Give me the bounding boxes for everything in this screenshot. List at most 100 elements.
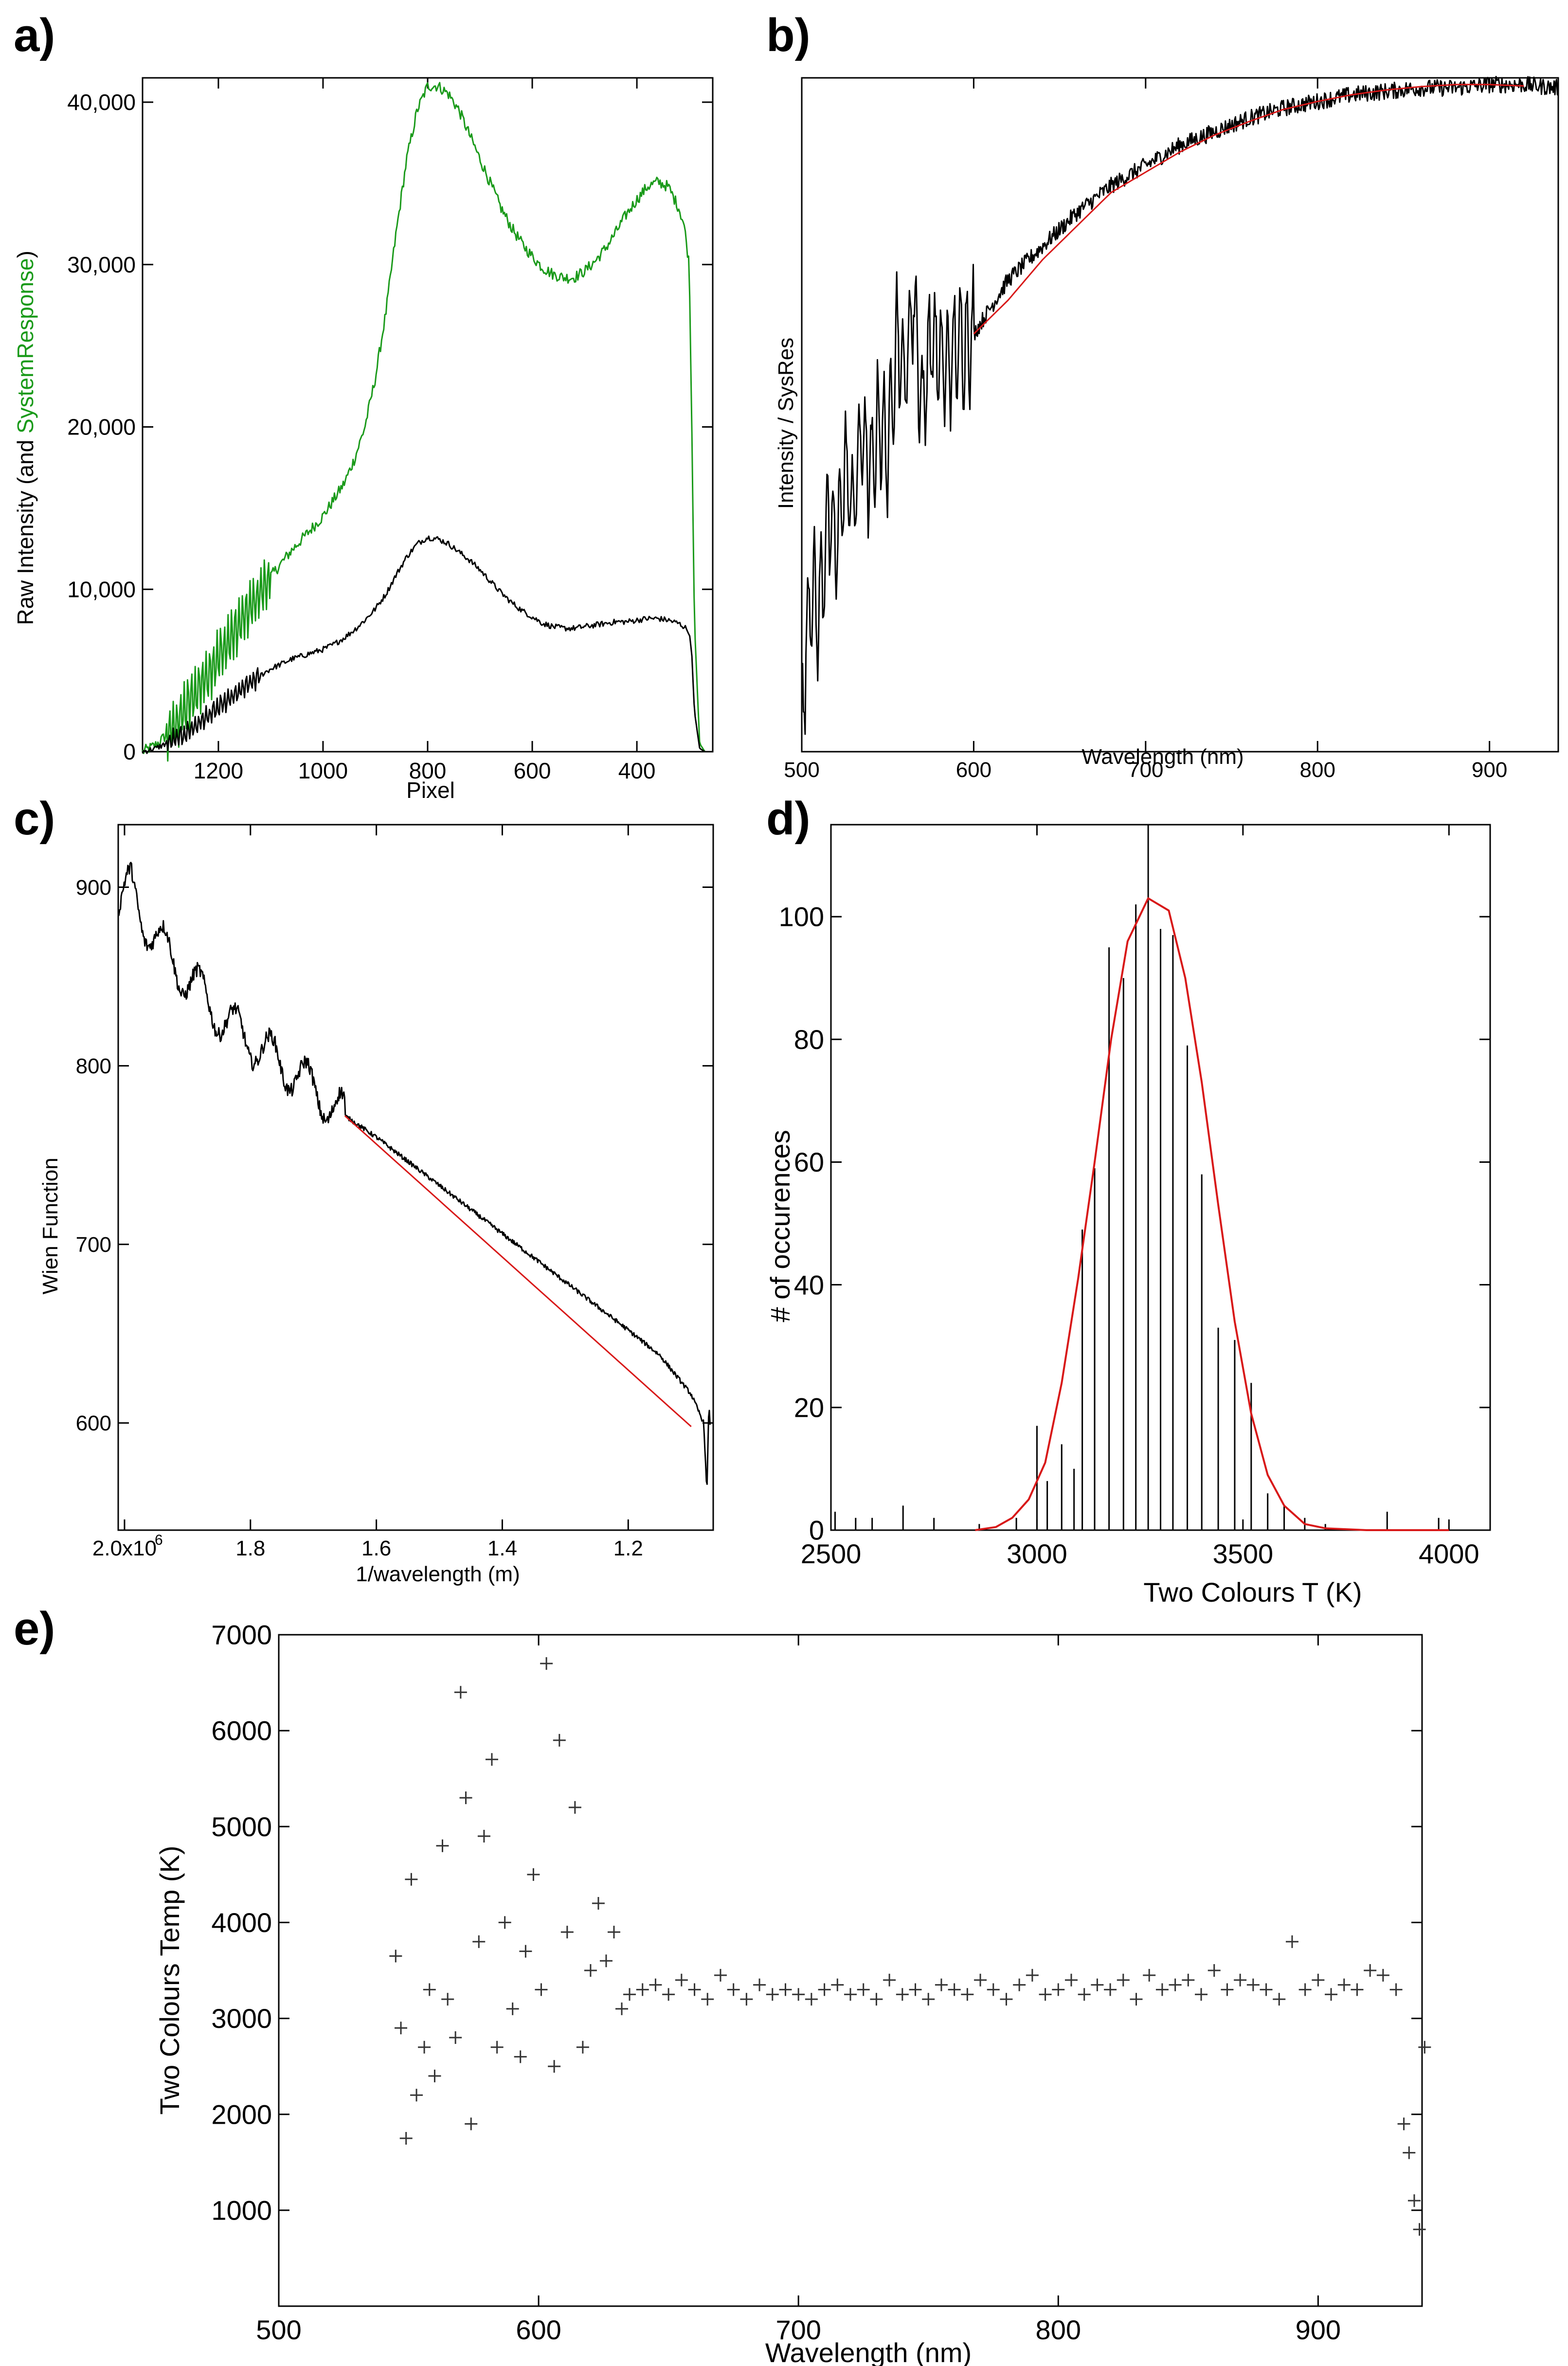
panel-e-scatter-point [805, 1993, 818, 2006]
panel-e-scatter-point [1364, 1964, 1377, 1977]
panel-b-fit-line [973, 84, 1524, 335]
panel-e-scatter-point [1064, 1973, 1078, 1987]
panel-d-x-tick-label: 2500 [801, 1538, 862, 1569]
panel-b-frame [801, 77, 1559, 753]
panel-d-x-tick-label: 3000 [1007, 1538, 1067, 1569]
panel-c-x-tick-label: 1.2 [613, 1536, 643, 1560]
panel-a-y-label-part1: Raw Intensity (and [13, 433, 38, 625]
panel-e-scatter-point [1169, 1978, 1182, 1991]
panel-c-y-tick-label: 800 [76, 1054, 111, 1078]
panel-d-y-tick-label: 80 [794, 1024, 824, 1055]
panel-e-scatter-point [560, 1926, 574, 1939]
panel-a-raw-intensity-line [142, 535, 713, 754]
panel-c-x-label: 1/wavelength (m) [356, 1562, 520, 1586]
panel-b-x-tick-label: 600 [956, 758, 991, 782]
panel-e-scatter-point [1397, 2117, 1410, 2131]
panel-e-scatter-point [405, 1873, 418, 1886]
panel-e-x-tick-label: 800 [1036, 2314, 1081, 2345]
panel-e-y-tick-label: 2000 [211, 2099, 272, 2130]
panel-e-scatter-point [961, 1988, 974, 2001]
panel-e-scatter-point [454, 1686, 467, 1699]
panel-e-scatter-point [410, 2089, 423, 2102]
panel-e-y-tick-label: 6000 [211, 1716, 272, 1746]
panel-b-x-tick-label: 700 [1128, 758, 1163, 782]
panel-a-y-tick-label: 20,000 [67, 415, 136, 440]
panel-d-x-label: Two Colours T (K) [1143, 1577, 1362, 1607]
panel-e-scatter-point [423, 1983, 436, 1996]
panel-e-scatter-point [540, 1657, 553, 1670]
panel-d-y-tick-label: 100 [779, 902, 824, 932]
panel-e-scatter-point [1130, 1993, 1143, 2006]
panel-e-scatter-point [636, 1983, 649, 1996]
panel-e-scatter-point [1182, 1973, 1195, 1987]
panel-e-scatter-point [1407, 2194, 1421, 2207]
panel-e-scatter-point [399, 2132, 413, 2145]
panel-e-scatter-point [870, 1993, 883, 2006]
panel-e-scatter-point [568, 1801, 581, 1814]
panel-e-scatter-point [1143, 1969, 1156, 1982]
panel-d-x-tick-label: 4000 [1419, 1538, 1479, 1569]
panel-b-x-tick-label: 800 [1300, 758, 1335, 782]
panel-a-x-tick-label: 400 [618, 758, 656, 783]
panel-e-scatter-point [753, 1978, 766, 1991]
panel-e-x-tick-label: 500 [256, 2314, 301, 2345]
panel-e-scatter-point [1039, 1988, 1052, 2001]
panel-e-scatter-point [974, 1973, 987, 1987]
panel-a-y-tick-label: 0 [123, 739, 136, 764]
panel-a-x-tick-label: 800 [409, 758, 447, 783]
panel-c-y-tick-label: 700 [76, 1233, 111, 1257]
panel-e-scatter-point [883, 1973, 896, 1987]
panel-a-x-tick-label: 600 [514, 758, 551, 783]
panel-e-scatter-point [727, 1983, 740, 1996]
panel-e-scatter-point [675, 1973, 688, 1987]
panel-e-scatter-point [418, 2041, 431, 2054]
panel-e-scatter-point [1413, 2223, 1426, 2236]
panel-e-scatter-point [1208, 1964, 1221, 1977]
panel-e-scatter-point [1312, 1973, 1325, 1987]
panel-e-scatter-point [576, 2041, 589, 2054]
panel-e-scatter-point [514, 2050, 527, 2063]
panel-e-scatter-point [779, 1983, 792, 1996]
panel-d-y-tick-label: 60 [794, 1147, 824, 1177]
panel-a-x-tick-label: 1200 [194, 758, 243, 783]
panel-label-b: b) [766, 9, 811, 61]
panel-e-scatter-point [1078, 1988, 1091, 2001]
panel-d-y-tick-label: 0 [809, 1515, 824, 1546]
panel-e-scatter-point [498, 1916, 511, 1929]
panel-e-scatter-point [1273, 1993, 1286, 2006]
panel-e-scatter-point [599, 1954, 613, 1968]
panel-a-y-tick-label: 10,000 [67, 577, 136, 602]
panel-c-y-label: Wien Function [38, 1157, 62, 1294]
panel-e-scatter-point [922, 1993, 935, 2006]
panel-e-scatter-point [909, 1983, 922, 1996]
panel-a-y-label-part2: SystemResponse [13, 258, 38, 434]
panel-e-scatter-point [436, 1839, 449, 1852]
panel-e-scatter-point [662, 1988, 675, 2001]
panel-label-d: d) [766, 793, 811, 845]
panel-e-scatter-point [1285, 1935, 1298, 1948]
panel-a-y-label: Raw Intensity (and SystemResponse) [13, 251, 38, 625]
panel-e-y-label: Two Colours Temp (K) [154, 1846, 185, 2115]
panel-e-scatter-point [766, 1988, 779, 2001]
panel-e-scatter-point [1013, 1978, 1026, 1991]
panel-e-scatter-point [818, 1983, 831, 1996]
panel-e-scatter-point [389, 1950, 402, 1963]
panel-e-scatter-point [490, 2041, 504, 2054]
panel-e-scatter-point [935, 1978, 948, 1991]
panel-e-scatter-point [896, 1988, 909, 2001]
panel-label-e: e) [14, 1603, 55, 1655]
panel-e-frame [278, 1634, 1423, 2307]
panel-c-wien-line [117, 862, 711, 1485]
panel-a-y-label-part3: ) [13, 251, 38, 258]
panel-e-scatter-point [714, 1969, 727, 1982]
panel-e-scatter-point [441, 1993, 454, 2006]
panel-d-y-tick-label: 40 [794, 1269, 824, 1300]
panel-e-scatter-point [649, 1978, 662, 1991]
panel-e-scatter-point [623, 1988, 636, 2001]
chart-marks: 1200 1000 800 600 400010,00020,00030,00040,0… [67, 75, 1559, 2345]
panel-e-scatter-point [1221, 1983, 1234, 1996]
panel-e-scatter-point [1351, 1983, 1364, 1996]
panel-e-scatter-point [1117, 1973, 1130, 1987]
panel-e-x-tick-label: 700 [775, 2314, 821, 2345]
